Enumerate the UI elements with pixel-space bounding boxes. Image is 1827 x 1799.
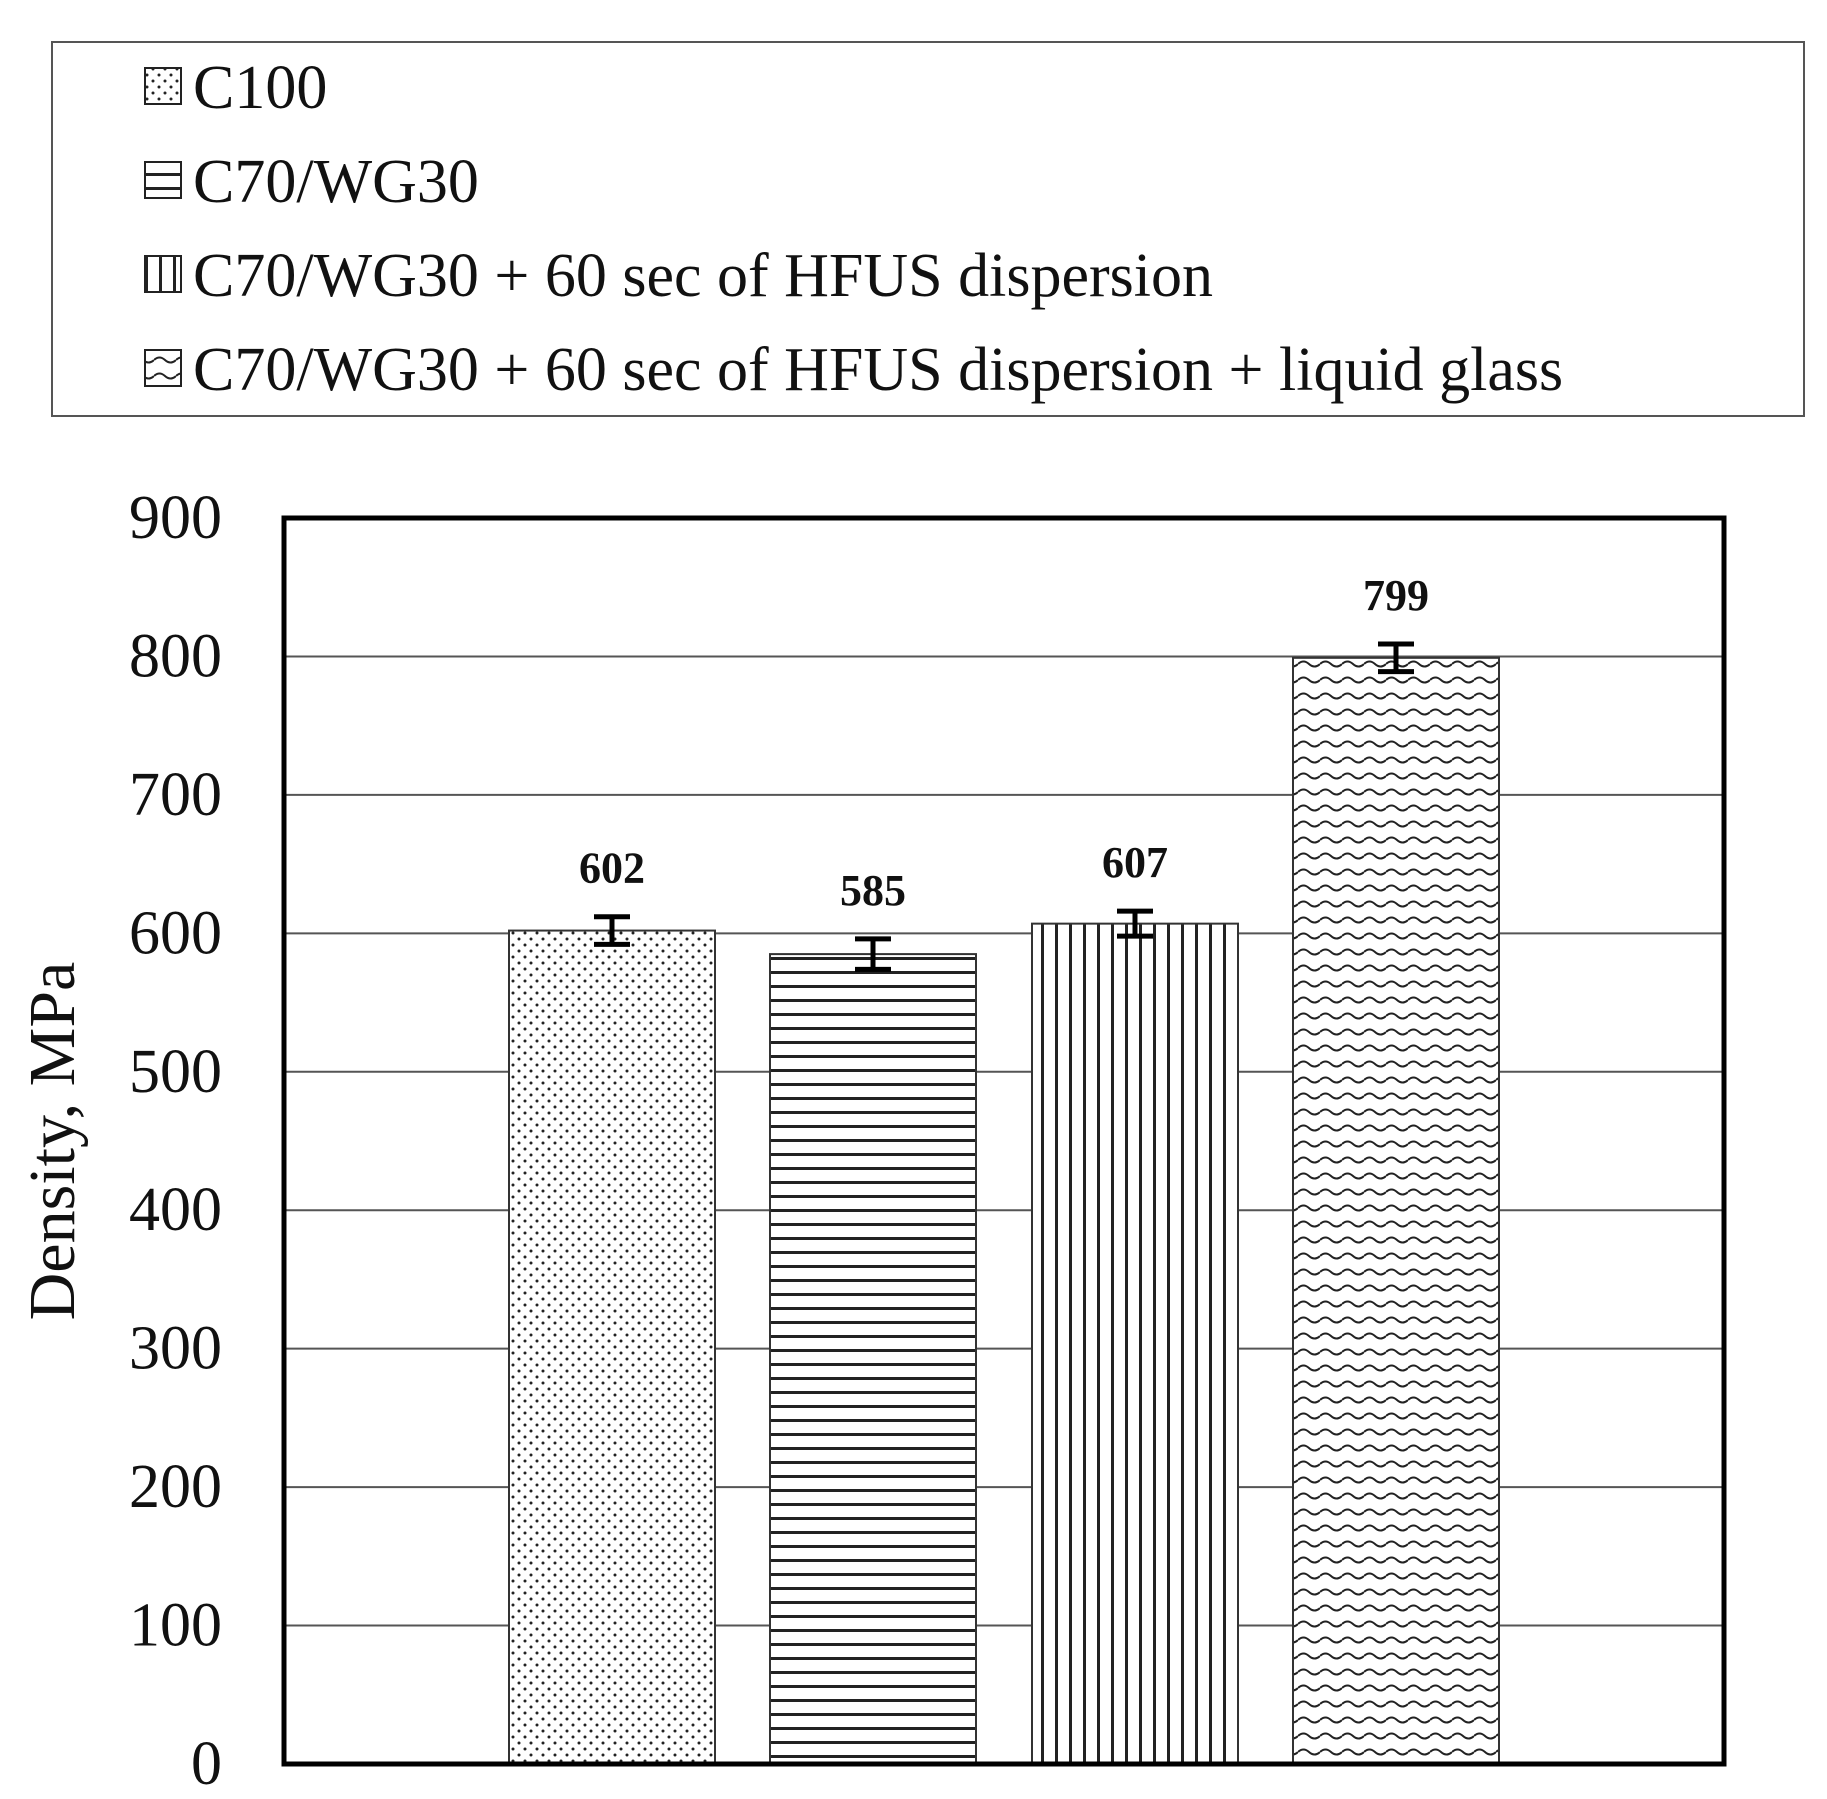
error-bar [1378,641,1414,675]
bar-1 [508,929,716,1765]
bar-value-label: 799 [1363,571,1429,620]
y-axis-label: Density, MPa [16,962,89,1321]
plot-frame [281,515,1727,1767]
bar-4 [1292,656,1500,1766]
y-tick-label: 700 [129,761,222,829]
legend-label: C70/WG30 + 60 sec of HFUS dispersion + l… [193,336,1563,404]
y-tick-label: 800 [129,622,222,690]
legend-item: C70/WG30 + 60 sec of HFUS dispersion [144,242,1213,310]
y-tick-label: 100 [129,1592,222,1660]
legend: C100 C70/WG30 C70/WG30 + 60 sec of HFUS di… [51,41,1805,417]
y-tick-label: 300 [129,1315,222,1383]
bars [508,656,1500,1766]
legend-swatch [144,161,182,199]
bar-value-label: 585 [840,866,906,915]
error-bar [594,914,630,947]
error-bar [1117,908,1153,939]
legend-label: C100 [193,54,327,122]
legend-box [51,41,1805,417]
legend-swatch [144,255,182,293]
legend-label: C70/WG30 [193,148,479,216]
bar-2 [769,953,977,1765]
legend-swatch [144,349,182,387]
bar-3 [1031,922,1239,1765]
legend-swatch [144,67,182,105]
legend-label: C70/WG30 + 60 sec of HFUS dispersion [193,242,1213,310]
y-tick-label: 900 [129,484,222,552]
bar-value-label: 602 [579,844,645,893]
y-tick-label: 500 [129,1038,222,1106]
y-tick-label: 400 [129,1176,222,1244]
error-bars [594,641,1414,972]
y-tick-label: 200 [129,1453,222,1521]
y-tick-label: 600 [129,899,222,967]
bar-value-label: 607 [1102,838,1168,887]
gridlines [284,655,1724,1627]
legend-item: C100 [144,54,327,122]
y-axis-ticks: 0 100 200 300 400 500 600 700 800 900 [129,484,222,1798]
y-tick-label: 0 [191,1730,222,1798]
plot-area: 602 585 607 799 0 100 200 300 400 500 600 700 800 90… [16,484,1727,1798]
legend-item: C70/WG30 [144,148,479,216]
data-labels: 602 585 607 799 [579,571,1429,915]
error-bar [855,936,891,972]
legend-item: C70/WG30 + 60 sec of HFUS dispersion + l… [144,336,1563,404]
